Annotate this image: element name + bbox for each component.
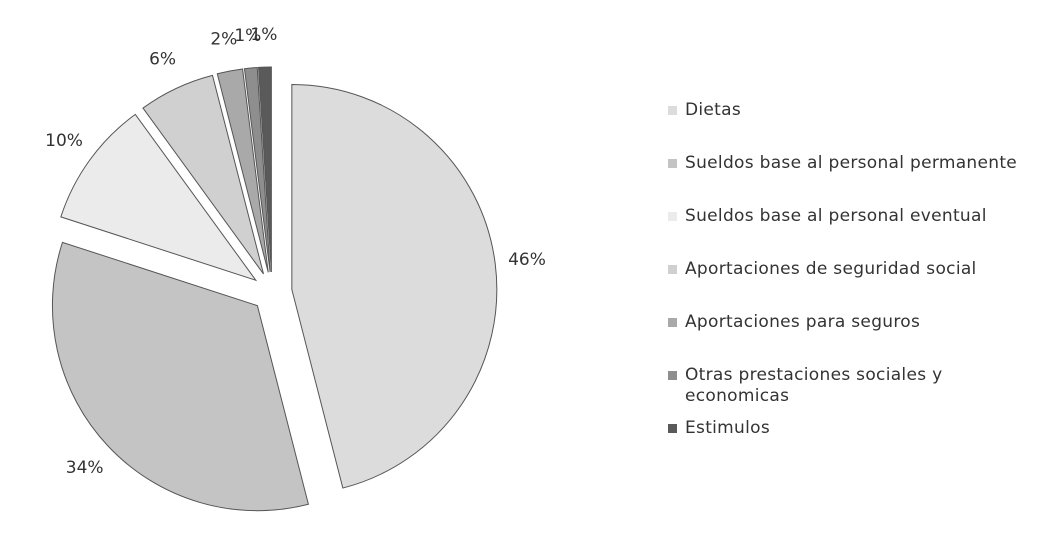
data-label: 6% (149, 49, 176, 69)
data-label: 1% (234, 26, 261, 46)
legend-label: Otras prestaciones sociales y economicas (685, 365, 943, 406)
legend-swatch (668, 265, 677, 274)
data-label: 1% (250, 25, 277, 45)
legend-swatch (668, 106, 677, 115)
pie-slice (291, 83, 498, 489)
data-label: 46% (508, 250, 546, 270)
legend-swatch (668, 424, 677, 433)
pie-slice (142, 74, 264, 275)
pie-slice (243, 66, 271, 273)
pie-slice (51, 241, 310, 512)
pie-chart: 46%34%10%6%2%1%1% (45, 25, 546, 512)
legend-label: Sueldos base al personal permanente (685, 153, 1018, 173)
legend-label: Dietas (685, 100, 742, 120)
legend-swatch (668, 371, 677, 380)
legend-label: Estimulos (685, 418, 771, 438)
legend-swatch (668, 159, 677, 168)
pie-slice (60, 113, 258, 282)
data-label: 34% (66, 458, 104, 478)
pie-slice (216, 68, 269, 273)
legend: Dietas Sueldos base al personal permanent… (668, 100, 1038, 471)
legend-swatch (668, 318, 677, 327)
legend-item: Sueldos base al personal eventual (668, 206, 1038, 259)
legend-item: Aportaciones para seguros (668, 312, 1038, 365)
legend-item: Sueldos base al personal permanente (668, 153, 1038, 206)
legend-label: Aportaciones para seguros (685, 312, 921, 332)
data-label: 2% (210, 30, 237, 50)
legend-label: Aportaciones de seguridad social (685, 259, 977, 279)
legend-item: Otras prestaciones sociales y economicas (668, 365, 1038, 418)
legend-item: Estimulos (668, 418, 1038, 471)
legend-item: Aportaciones de seguridad social (668, 259, 1038, 312)
data-label: 10% (45, 131, 83, 151)
legend-label: Sueldos base al personal eventual (685, 206, 987, 226)
legend-swatch (668, 212, 677, 221)
legend-item: Dietas (668, 100, 1038, 153)
pie-slice (257, 66, 272, 273)
